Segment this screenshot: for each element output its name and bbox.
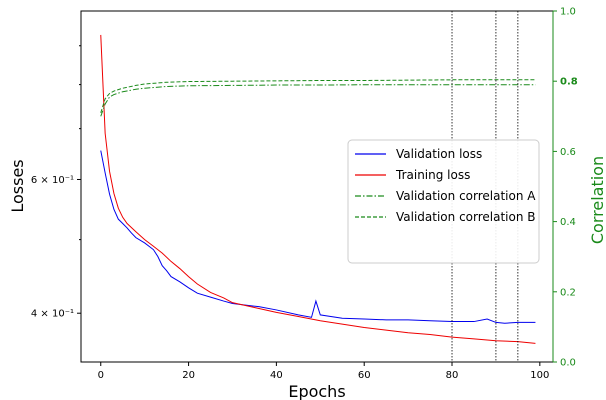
legend-frame — [347, 139, 540, 264]
y-axis-right: 0.0 0.2 0.4 0.6 0.8 1.0 — [552, 7, 578, 369]
y2-tick-label: 0.0 — [560, 358, 576, 369]
y2-tick-label: 1.0 — [560, 7, 576, 18]
legend-label: Validation correlation A — [396, 189, 536, 203]
y-axis-left: 4 × 10⁻¹ 6 × 10⁻¹ — [31, 45, 81, 320]
x-tick-label: 80 — [446, 370, 459, 381]
x-axis: 0 20 40 60 80 100 — [98, 362, 549, 381]
series-line-1 — [100, 150, 536, 324]
x-tick-label: 100 — [530, 370, 549, 381]
legend-label: Validation loss — [396, 147, 482, 161]
legend-label: Training loss — [395, 168, 470, 182]
x-tick-label: 40 — [270, 370, 283, 381]
x-tick-label: 20 — [182, 370, 195, 381]
series-line-4 — [100, 79, 536, 113]
x-tick-label: 0 — [98, 370, 104, 381]
y-tick-label: 4 × 10⁻¹ — [31, 309, 74, 320]
series-line-3 — [100, 84, 536, 117]
legend-items: Validation loss Training loss Validation c… — [355, 147, 536, 224]
y2-tick-label: 0.6 — [560, 147, 576, 158]
legend: Validation loss Training loss Validation c… — [347, 139, 540, 264]
legend-label: Validation correlation B — [396, 210, 536, 224]
y-axis-title: Losses — [8, 159, 27, 212]
y-tick-label: 6 × 10⁻¹ — [31, 175, 74, 186]
x-axis-title: Epochs — [288, 382, 345, 400]
y2-tick-label: 0.2 — [560, 287, 576, 298]
y2-tick-label: 0.8 — [560, 77, 578, 88]
x-tick-label: 60 — [358, 370, 371, 381]
series-layer — [100, 34, 536, 344]
y2-axis-title: Correlation — [588, 156, 606, 244]
series-line-2 — [100, 34, 536, 344]
y2-tick-label: 0.4 — [560, 217, 576, 228]
